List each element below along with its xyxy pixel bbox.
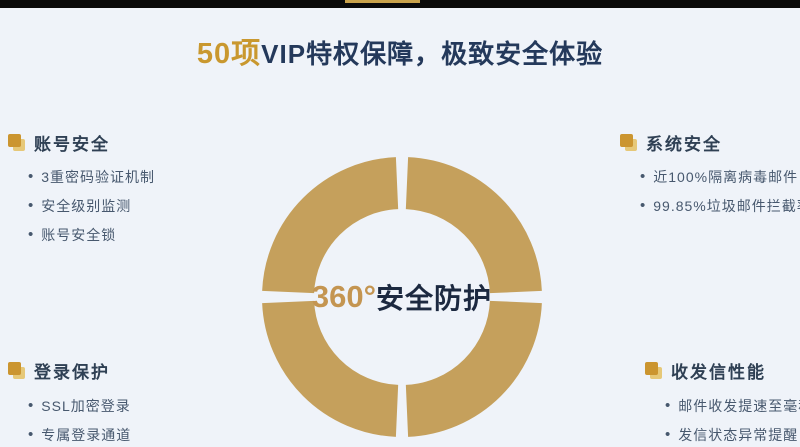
bullet-dot: • (640, 168, 647, 185)
section-item-list: • 3重密码验证机制 • 安全级别监测 • 账号安全锁 (28, 168, 156, 244)
section-login-protection: 登录保护 • SSL加密登录 • 专属登录通道 (8, 358, 131, 447)
stacked-squares-icon (620, 133, 638, 152)
ring-label-text: 安全防护 (376, 283, 493, 314)
list-item: • 邮件收发提速至毫秒 (665, 397, 800, 415)
top-black-bar (0, 0, 800, 8)
list-item: • 99.85%垃圾邮件拦截率 (640, 197, 800, 215)
section-account-security: 账号安全 • 3重密码验证机制 • 安全级别监测 • 账号安全锁 (8, 130, 155, 256)
ring-segment-bottom-left (262, 300, 399, 437)
ring-segment-bottom-right (405, 300, 542, 437)
bullet-dot: • (28, 226, 35, 243)
list-item: • 近100%隔离病毒邮件 (640, 168, 800, 186)
top-bar-gold-accent (345, 0, 420, 3)
list-item-label: SSL加密登录 (41, 398, 131, 414)
bullet-dot: • (28, 197, 35, 214)
section-title: 账号安全 (34, 135, 110, 154)
stacked-squares-icon (8, 361, 26, 380)
ring-segment-top-right (405, 157, 542, 294)
page-title-rest: VIP特权保障，极致安全体验 (261, 39, 604, 69)
section-header: 账号安全 (8, 130, 155, 155)
section-send-receive-performance: 收发信性能 • 邮件收发提速至毫秒 • 发信状态异常提醒 (645, 358, 800, 447)
bullet-dot: • (665, 397, 672, 414)
list-item-label: 邮件收发提速至毫秒 (678, 398, 800, 414)
stacked-squares-icon (645, 361, 663, 380)
page-title: 50项VIP特权保障，极致安全体验 (0, 30, 800, 72)
ring-center-label: 360° 安全防护 (252, 147, 552, 447)
section-title: 系统安全 (646, 135, 722, 154)
security-ring (252, 147, 552, 447)
section-item-list: • 近100%隔离病毒邮件 • 99.85%垃圾邮件拦截率 (640, 168, 800, 215)
bullet-dot: • (28, 426, 35, 443)
list-item: • SSL加密登录 (28, 397, 131, 415)
section-header: 登录保护 (8, 358, 131, 383)
section-header: 收发信性能 (645, 358, 800, 383)
list-item: • 发信状态异常提醒 (665, 426, 800, 444)
list-item: • 安全级别监测 (28, 197, 155, 215)
section-title: 收发信性能 (671, 363, 766, 382)
section-system-security: 系统安全 • 近100%隔离病毒邮件 • 99.85%垃圾邮件拦截率 (620, 130, 800, 227)
section-header: 系统安全 (620, 130, 800, 155)
bullet-dot: • (665, 426, 672, 443)
list-item-label: 账号安全锁 (41, 227, 117, 243)
bullet-dot: • (28, 397, 35, 414)
list-item-label: 99.85%垃圾邮件拦截率 (653, 198, 800, 214)
list-item-label: 专属登录通道 (41, 427, 132, 443)
ring-graphic (262, 157, 542, 437)
ring-degree-text: 360° (311, 279, 377, 314)
bullet-dot: • (640, 197, 647, 214)
list-item: • 3重密码验证机制 (28, 168, 156, 186)
list-item-label: 发信状态异常提醒 (678, 427, 799, 443)
ring-segment-top-left (262, 157, 399, 294)
list-item-label: 近100%隔离病毒邮件 (653, 169, 799, 185)
list-item-label: 3重密码验证机制 (41, 169, 156, 185)
stacked-squares-icon (8, 133, 26, 152)
bullet-dot: • (28, 168, 35, 185)
section-item-list: • 邮件收发提速至毫秒 • 发信状态异常提醒 (665, 397, 800, 444)
page-title-highlight: 50项 (196, 38, 262, 70)
section-item-list: • SSL加密登录 • 专属登录通道 (28, 397, 132, 444)
list-item: • 专属登录通道 (28, 426, 132, 444)
section-title: 登录保护 (34, 363, 110, 382)
list-item-label: 安全级别监测 (41, 198, 132, 214)
list-item: • 账号安全锁 (28, 226, 155, 244)
